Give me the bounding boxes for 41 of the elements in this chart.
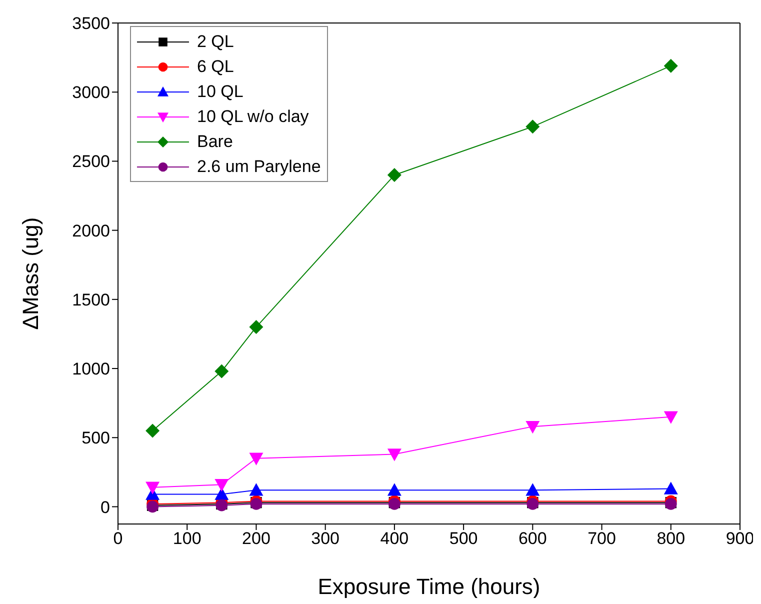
point xyxy=(664,411,678,424)
x-tick-label: 0 xyxy=(113,529,123,548)
point xyxy=(249,320,264,334)
x-tick-label: 700 xyxy=(588,529,616,548)
legend-label: 2 QL xyxy=(197,32,234,52)
legend-label: 10 QL w/o clay xyxy=(197,106,309,126)
point xyxy=(249,483,264,496)
x-tick-label: 300 xyxy=(311,529,340,548)
y-tick-label: 500 xyxy=(82,428,110,448)
point xyxy=(664,58,678,73)
legend-label: Bare xyxy=(197,132,233,152)
x-tick-label: 800 xyxy=(656,529,686,548)
point xyxy=(526,120,540,134)
point xyxy=(664,482,678,494)
legend-label: 2.6 um Parylene xyxy=(197,156,321,176)
point xyxy=(249,452,264,466)
y-tick-label: 2000 xyxy=(72,221,110,240)
point xyxy=(526,483,540,496)
point xyxy=(387,168,402,182)
y-tick-label: 2500 xyxy=(72,152,110,172)
point xyxy=(387,483,402,496)
point xyxy=(214,479,229,492)
x-tick-label: 600 xyxy=(518,529,547,548)
point xyxy=(214,364,229,378)
y-tick-label: 1500 xyxy=(72,290,110,310)
point xyxy=(526,420,540,434)
point xyxy=(146,424,160,438)
legend-label: 6 QL xyxy=(197,56,234,76)
point xyxy=(214,487,229,500)
y-tick-label: 1000 xyxy=(72,360,110,379)
x-tick-label: 100 xyxy=(172,529,202,548)
y-tick-label: 0 xyxy=(100,498,110,517)
x-tick-label: 200 xyxy=(242,529,270,548)
y-axis-title: ΔMass (ug) xyxy=(18,217,43,330)
x-tick-label: 400 xyxy=(380,529,409,548)
y-tick-label: 3000 xyxy=(72,83,110,102)
legend-label: 10 QL xyxy=(197,82,244,102)
point xyxy=(146,482,160,494)
y-tick-label: 3500 xyxy=(72,14,110,34)
point xyxy=(387,448,402,462)
x-tick-label: 500 xyxy=(449,529,478,548)
